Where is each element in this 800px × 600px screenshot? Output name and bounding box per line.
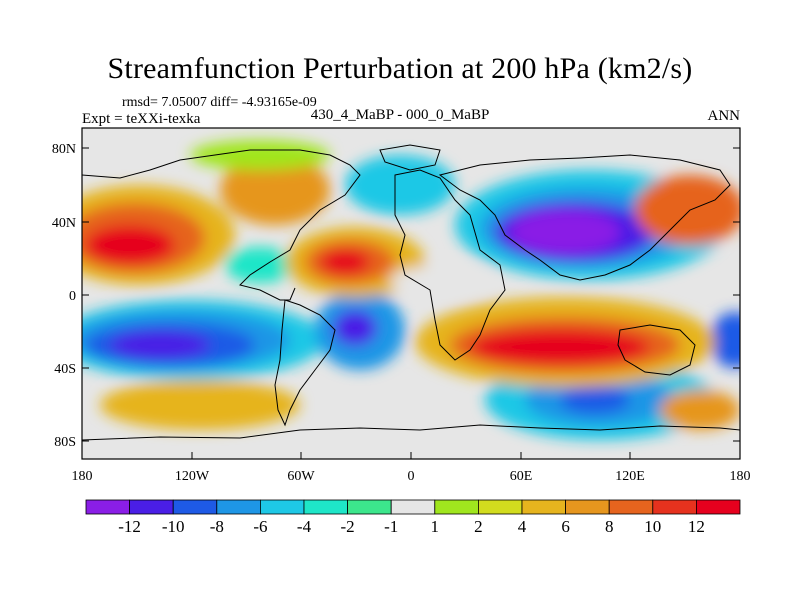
coastlines — [82, 144, 740, 441]
high-cell-antarctic — [660, 390, 740, 430]
lon-label: 180 — [730, 469, 751, 484]
colorbar-label: -12 — [118, 517, 141, 536]
low-cell-north-america — [225, 247, 295, 283]
high-cell-atlantic-core — [320, 249, 370, 275]
colorbar-label: 6 — [561, 517, 570, 536]
rmsd-diff-label: rmsd= 7.05007 diff= -4.93165e-09 — [122, 95, 317, 110]
lon-label: 120W — [175, 469, 210, 484]
colorbar-swatch — [303, 499, 348, 515]
colorbar-swatch — [390, 499, 436, 515]
colorbar-swatch — [259, 499, 305, 515]
low-cell-east-pacific — [710, 312, 740, 368]
colorbar-swatch — [696, 499, 741, 515]
coast-europe-africa — [394, 169, 506, 361]
low-cell-north-atlantic — [345, 155, 455, 215]
lon-label: 120E — [615, 469, 645, 484]
colorbar-label: 2 — [474, 517, 483, 536]
colorbar-label: -1 — [384, 517, 398, 536]
colorbar-label: 1 — [431, 517, 440, 536]
colorbar-swatch — [347, 499, 392, 515]
experiment-label: Expt = teXXi-texka — [82, 111, 201, 127]
lon-label: 180 — [72, 469, 93, 484]
lon-label: 60E — [510, 469, 533, 484]
lat-label: 80N — [52, 142, 76, 157]
contour-field — [82, 128, 740, 459]
low-cell-southern-ocean-core — [560, 386, 630, 414]
colorbar-label: 12 — [688, 517, 705, 536]
high-cell-north-america — [220, 155, 330, 225]
low-cell-asia-center — [510, 210, 620, 254]
difference-label: 430_4_MaBP - 000_0_MaBP — [310, 107, 490, 123]
low-cell-south-atlantic-core — [333, 310, 377, 346]
colorbar-label: 8 — [605, 517, 614, 536]
high-cell-equatorial — [390, 266, 490, 294]
coast-south-america — [274, 299, 336, 427]
lon-label: 60W — [287, 469, 315, 484]
colorbar-swatch — [652, 499, 697, 515]
colorbar-label: 4 — [518, 517, 527, 536]
high-cell-arctic — [190, 140, 330, 170]
low-cell-south-pacific-center — [110, 331, 210, 359]
colorbar-swatch — [129, 499, 174, 515]
colorbar-swatch — [521, 499, 566, 515]
high-cell-south-pacific — [100, 380, 300, 430]
colorbar-swatch — [477, 499, 523, 515]
colorbar-label: -2 — [341, 517, 355, 536]
high-cell-indian-core — [470, 329, 650, 365]
lat-label: 80S — [54, 435, 76, 450]
lat-label: 40S — [54, 362, 76, 377]
plot-title: Streamfunction Perturbation at 200 hPa (… — [107, 52, 693, 85]
lat-label: 0 — [69, 289, 76, 304]
lat-label: 40N — [52, 216, 76, 231]
colorbar-swatch — [85, 499, 130, 515]
colorbar-label: -4 — [297, 517, 312, 536]
colorbar-swatch — [216, 499, 261, 515]
coast-greenland — [379, 144, 441, 171]
coast-antarctica — [82, 424, 740, 441]
lon-label: 0 — [408, 469, 415, 484]
colorbar-label: -8 — [210, 517, 224, 536]
colorbar: -12 -10 -8 -6 -4 -2 -1 1 2 4 6 8 10 12 — [85, 499, 741, 536]
latitude-axis: 80N 40N 0 40S 80S — [52, 142, 740, 450]
colorbar-label: -10 — [162, 517, 185, 536]
high-cell-far-east — [635, 175, 740, 245]
coast-asia — [438, 154, 731, 281]
high-cell-pacific-core — [85, 225, 175, 265]
coast-australia — [617, 324, 696, 376]
colorbar-swatch — [434, 499, 479, 515]
coast-north-america — [82, 149, 361, 301]
longitude-axis: 180 120W 60W 0 60E 120E 180 — [72, 452, 751, 484]
colorbar-swatch — [565, 499, 610, 515]
colorbar-swatch — [172, 499, 218, 515]
season-label: ANN — [707, 108, 741, 124]
colorbar-label: -6 — [253, 517, 267, 536]
colorbar-swatch — [608, 499, 654, 515]
colorbar-label: 10 — [644, 517, 661, 536]
